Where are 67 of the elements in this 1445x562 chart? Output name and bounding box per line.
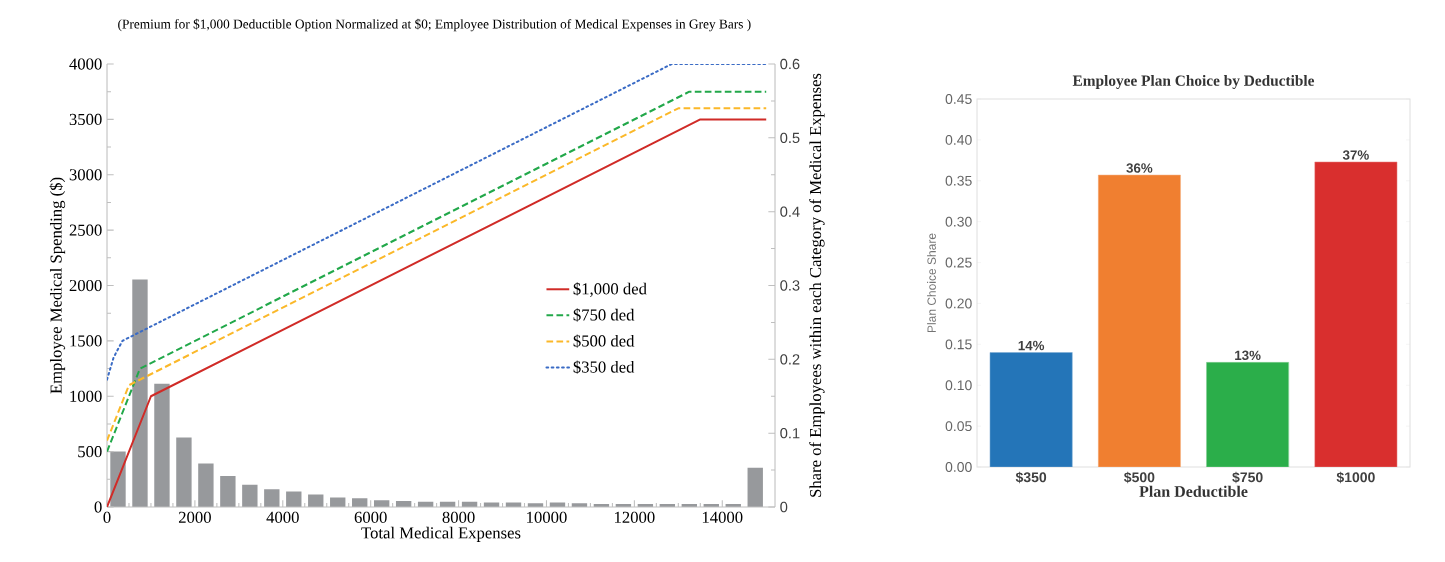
- x-tick-label: $500: [1124, 471, 1155, 484]
- data-label: 14%: [1018, 340, 1045, 351]
- data-label: 36%: [1126, 163, 1153, 173]
- x-tick-label: 8000: [442, 511, 475, 523]
- bar: [242, 484, 258, 507]
- y2-tick-label: 0.5: [780, 132, 800, 144]
- bar: [989, 352, 1073, 467]
- x-tick-label: 12000: [615, 511, 655, 523]
- x-tick-label: $1000: [1336, 471, 1375, 484]
- y-tick-label: 4000: [69, 58, 102, 70]
- bar: [110, 451, 126, 507]
- y-tick-label: 1500: [70, 335, 102, 347]
- y-tick-label: 0.05: [945, 421, 972, 432]
- y-tick-label: 1000: [70, 390, 102, 402]
- y-tick-label: 0.20: [945, 298, 972, 309]
- y-tick-label: 0: [94, 501, 102, 513]
- bar: [308, 494, 324, 507]
- x-tick-label: $350: [1015, 471, 1047, 484]
- y-tick-label: 3500: [69, 113, 102, 126]
- y2-tick-label: 0.2: [780, 354, 800, 365]
- bar: [264, 489, 280, 507]
- x-axis-title: Total Medical Expenses: [361, 526, 521, 542]
- y-tick-label: 0.35: [945, 175, 972, 186]
- y-tick-label: 3000: [69, 169, 102, 181]
- data-label: 37%: [1342, 150, 1369, 160]
- legend-label: $750 ded: [573, 308, 635, 322]
- y-tick-label: 2500: [69, 224, 102, 236]
- bar: [154, 383, 170, 507]
- y-tick-label: 0.40: [945, 134, 972, 145]
- bar: [1097, 174, 1181, 467]
- y2-tick-label: 0.4: [780, 206, 800, 217]
- bar: [286, 491, 302, 507]
- y-axis-title: Plan Choice Share: [927, 233, 936, 333]
- x-tick-label: 14000: [702, 511, 743, 523]
- y2-tick-label: 0.6: [780, 58, 800, 70]
- y-tick-label: 0.10: [945, 380, 972, 391]
- y2-tick-label: 0: [780, 501, 788, 513]
- y-axis-title: Employee Medical Spending ($): [49, 177, 66, 394]
- bar: [176, 437, 192, 507]
- chart-title: Employee Plan Choice by Deductible: [1072, 75, 1315, 89]
- bar: [132, 279, 148, 507]
- data-label: 13%: [1235, 350, 1261, 361]
- x-tick-label: 10000: [527, 511, 567, 523]
- y-tick-label: 0.25: [945, 257, 972, 268]
- y-tick-label: 500: [78, 446, 102, 458]
- y2-tick-label: 0.3: [780, 280, 800, 291]
- x-axis-title: Plan Deductible: [1139, 485, 1248, 497]
- legend-label: $1,000 ded: [573, 282, 647, 297]
- legend-label: $500 ded: [573, 334, 635, 348]
- y-tick-label: 0.15: [945, 339, 972, 350]
- y2-axis-title: Share of Employees within each Category of Medical Expenses: [809, 73, 825, 497]
- bar: [220, 475, 236, 507]
- y-tick-label: 0.30: [945, 216, 972, 227]
- x-tick-label: $750: [1232, 471, 1263, 484]
- y-tick-label: 0.00: [945, 462, 972, 472]
- x-tick-label: 6000: [354, 511, 387, 523]
- y-tick-label: 0.45: [945, 94, 972, 104]
- legend-label: $350 ded: [573, 360, 635, 374]
- y-tick-label: 2000: [69, 279, 102, 292]
- x-tick-label: 0: [103, 511, 111, 523]
- bar: [198, 463, 214, 507]
- y2-tick-label: 0.1: [780, 427, 800, 439]
- x-tick-label: 2000: [178, 511, 211, 523]
- bar: [330, 497, 346, 507]
- chart-title: (Premium for $1,000 Deductible Option Normalized at $0; Employee Distribution of Medical Expenses in Grey Bars ): [118, 18, 751, 32]
- x-tick-label: 4000: [266, 511, 299, 523]
- bar: [747, 467, 763, 507]
